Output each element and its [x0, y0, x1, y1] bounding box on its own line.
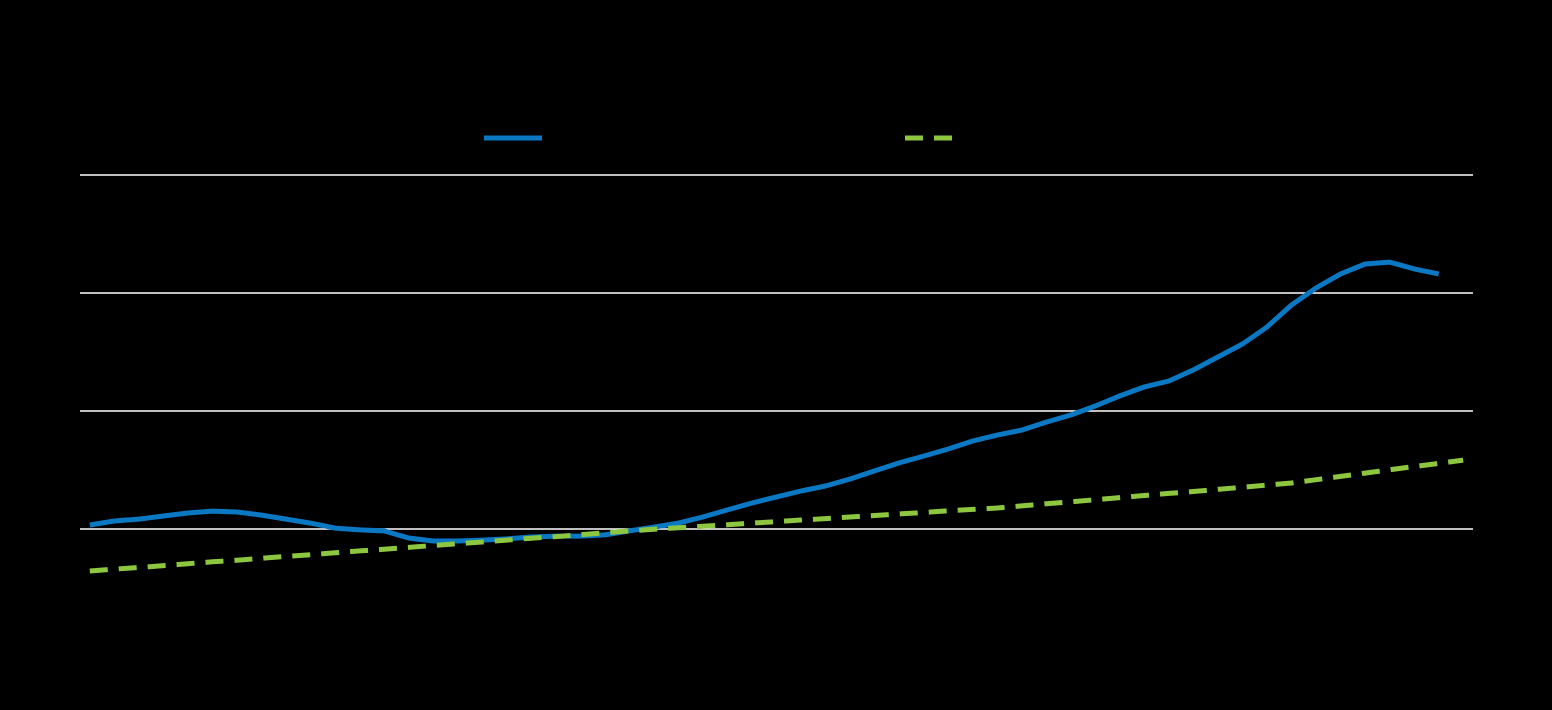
series-line: [89, 457, 1464, 574]
series-line: [89, 259, 1440, 544]
